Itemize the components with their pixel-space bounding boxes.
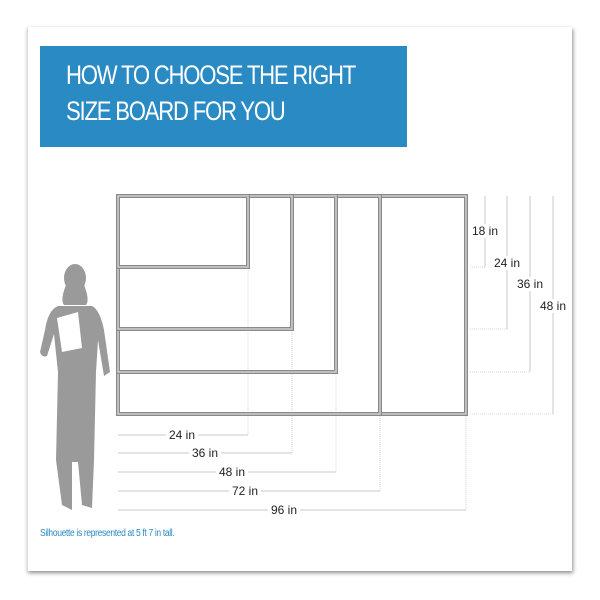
label-bg <box>229 484 261 498</box>
width-label: 96 in <box>271 503 297 517</box>
height-label: 18 in <box>472 224 498 238</box>
board-frame-36x24 <box>116 194 294 331</box>
silhouette-note: Silhouette is represented at 5 ft 7 in t… <box>40 528 175 539</box>
title-banner: HOW TO CHOOSE THE RIGHT SIZE BOARD FOR Y… <box>40 46 407 147</box>
label-bg <box>166 428 198 442</box>
width-label: 24 in <box>169 428 195 442</box>
board-frame-24x18 <box>116 194 250 269</box>
width-label: 48 in <box>219 465 245 479</box>
title-line-2: SIZE BOARD FOR YOU <box>66 96 286 126</box>
title-line-1: HOW TO CHOOSE THE RIGHT <box>66 60 356 90</box>
board-frame-inner-48x36 <box>117 195 337 373</box>
label-bg <box>495 256 521 270</box>
woman-silhouette-icon <box>40 264 110 510</box>
label-bg <box>518 277 544 291</box>
label-bg <box>189 446 221 460</box>
label-bg <box>473 224 499 238</box>
label-bg <box>268 503 300 517</box>
board-frame-inner-36x24 <box>117 195 293 330</box>
width-label: 36 in <box>192 446 218 460</box>
height-label: 24 in <box>494 256 520 270</box>
height-label: 48 in <box>540 299 566 313</box>
board-frame-inner-24x18 <box>117 195 249 268</box>
height-label: 36 in <box>517 277 543 291</box>
board-frame-48x36 <box>116 194 338 374</box>
label-bg <box>216 465 248 479</box>
label-bg <box>541 299 567 313</box>
width-label: 72 in <box>232 484 258 498</box>
